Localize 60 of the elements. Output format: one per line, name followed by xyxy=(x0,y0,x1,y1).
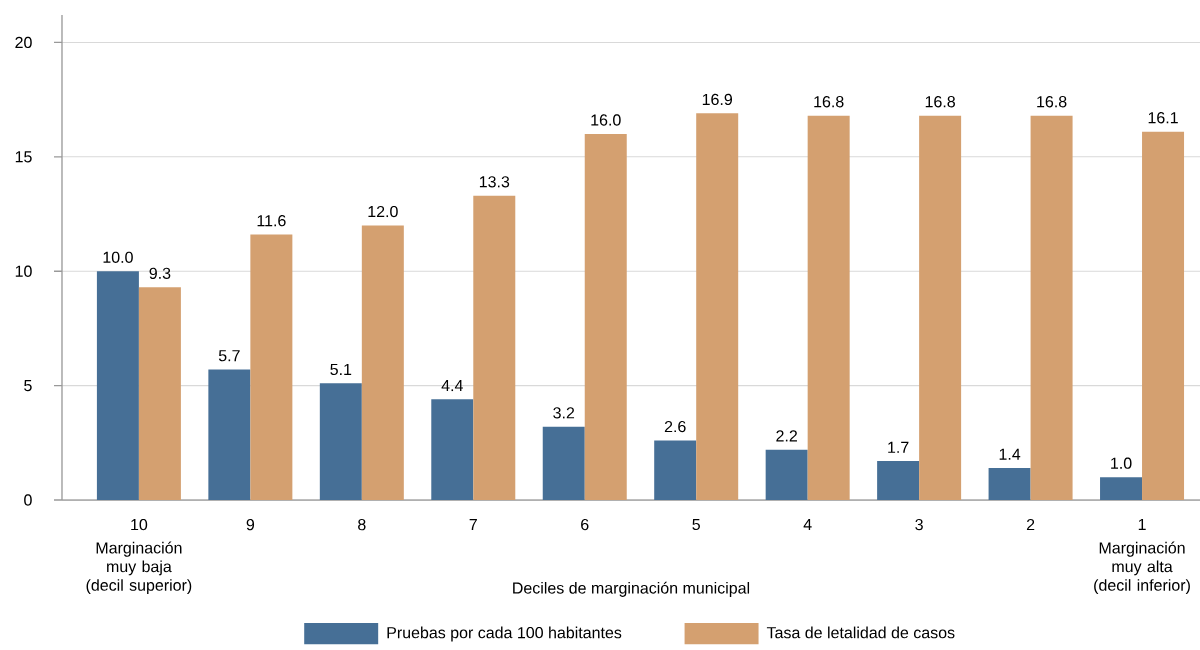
data-label: 10.0 xyxy=(103,251,133,263)
bar xyxy=(654,440,697,500)
data-label: 1.7 xyxy=(888,441,909,453)
data-label: 16.0 xyxy=(591,114,621,126)
x-tick-label: 9 xyxy=(246,518,255,531)
data-label: 2.2 xyxy=(776,430,797,442)
text: Marginación muy baja (decil superior) xyxy=(86,541,192,595)
bar xyxy=(250,234,293,500)
bar xyxy=(877,461,920,500)
data-label: 5.7 xyxy=(218,350,240,362)
text: Marginación muy alta (decil inferior) xyxy=(1094,541,1190,595)
bar xyxy=(319,383,362,500)
x-tick-label: 3 xyxy=(915,518,923,531)
legend-label: Tasa de letalidad de casos xyxy=(766,626,955,639)
data-label: 1.4 xyxy=(999,448,1021,460)
bar xyxy=(584,133,627,500)
data-label: 9.3 xyxy=(149,267,171,279)
bar xyxy=(919,115,962,500)
bar xyxy=(1030,115,1073,500)
bar xyxy=(1100,477,1143,500)
bar xyxy=(1142,131,1185,500)
data-label: 4.4 xyxy=(441,380,463,392)
data-label: 16.8 xyxy=(1037,96,1067,108)
data-label: 5.1 xyxy=(330,363,352,376)
x-tick-label: 6 xyxy=(581,518,589,531)
x-tick-label: 10 xyxy=(131,518,148,531)
data-label: 11.6 xyxy=(257,215,286,227)
x-tick-label: 1 xyxy=(1138,518,1146,530)
x-tick-label: 7 xyxy=(469,518,477,530)
data-label: 16.9 xyxy=(702,93,733,106)
bar xyxy=(431,399,474,500)
x-axis-title: Deciles de marginación municipal xyxy=(513,581,750,597)
bar xyxy=(208,369,251,500)
data-label: 3.2 xyxy=(553,407,575,419)
bar xyxy=(473,195,516,500)
y-tick-label: 5 xyxy=(24,380,32,392)
legend-label: Pruebas por cada 100 habitantes xyxy=(387,626,622,642)
bar xyxy=(988,467,1031,500)
bar xyxy=(542,426,585,500)
bar xyxy=(696,113,739,500)
bar xyxy=(96,271,139,500)
y-tick-label: 10 xyxy=(15,265,32,277)
data-label: 2.6 xyxy=(664,420,686,433)
data-label: 1.0 xyxy=(1111,457,1132,469)
data-label: 16.1 xyxy=(1148,112,1178,124)
y-tick-label: 0 xyxy=(24,494,32,506)
y-tick-label: 20 xyxy=(15,36,32,49)
data-label: 12.0 xyxy=(368,205,398,218)
bar xyxy=(138,287,181,500)
x-tick-label: 2 xyxy=(1026,518,1035,531)
x-tick-label: 8 xyxy=(358,518,366,531)
bar xyxy=(361,225,404,500)
data-label: 16.8 xyxy=(814,96,844,108)
bar xyxy=(765,449,808,500)
x-tick-label: 4 xyxy=(803,518,812,530)
x-tick-label: 5 xyxy=(692,518,700,531)
data-label: 16.8 xyxy=(925,96,955,108)
data-label: 13.3 xyxy=(479,176,510,188)
bar xyxy=(807,115,850,500)
y-tick-label: 15 xyxy=(15,151,32,163)
